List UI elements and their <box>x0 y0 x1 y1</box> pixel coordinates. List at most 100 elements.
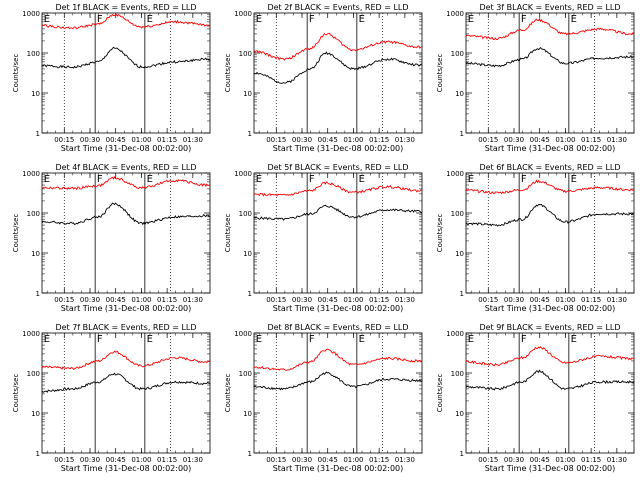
x-tick-label: 00:15 <box>266 136 286 144</box>
y-tick-label: 1 <box>248 290 252 298</box>
x-tick-label: 01:30 <box>395 296 415 304</box>
region-label: F <box>97 14 103 25</box>
x-tick-label: 01:15 <box>581 456 601 464</box>
y-tick-label: 1000 <box>446 10 464 18</box>
x-tick-label: 01:00 <box>555 136 575 144</box>
x-axis-label: Start Time (31-Dec-08 00:02:00) <box>273 304 404 313</box>
y-tick-label: 10 <box>31 410 40 418</box>
y-axis-label: Counts/sec <box>12 214 20 253</box>
y-axis-label: Counts/sec <box>436 374 444 413</box>
x-tick-label: 00:15 <box>478 456 498 464</box>
x-tick-label: 01:15 <box>581 296 601 304</box>
series-line-events <box>465 203 635 227</box>
panel-det-5: Det 5f BLACK = Events, RED = LLD E F E 1 10 10… <box>224 163 423 313</box>
region-label: E <box>359 334 365 345</box>
series-line-events <box>253 204 423 221</box>
y-tick-label: 1000 <box>446 330 464 338</box>
x-tick-label: 00:15 <box>478 136 498 144</box>
panel-det-6: Det 6f BLACK = Events, RED = LLD E F E 1 10 10… <box>436 163 635 313</box>
y-tick-label: 1000 <box>22 10 40 18</box>
x-tick-label: 01:00 <box>131 456 151 464</box>
x-tick-label: 01:00 <box>343 296 363 304</box>
region-label: F <box>97 174 103 185</box>
region-label: E <box>571 14 577 25</box>
x-tick-label: 01:30 <box>395 456 415 464</box>
panel-det-4: Det 4f BLACK = Events, RED = LLD E F E 1 10 10… <box>12 163 211 313</box>
y-axis-label: Counts/sec <box>224 54 232 93</box>
x-tick-label: 01:15 <box>369 296 389 304</box>
panel-title: Det 5f BLACK = Events, RED = LLD <box>267 163 408 172</box>
x-tick-label: 00:30 <box>504 136 524 144</box>
plot-frame <box>253 12 423 134</box>
y-axis-label: Counts/sec <box>436 214 444 253</box>
x-tick-label: 00:30 <box>292 296 312 304</box>
y-tick-label: 100 <box>451 370 464 378</box>
x-tick-label: 01:15 <box>581 136 601 144</box>
series-line-lld <box>42 13 211 30</box>
region-label: E <box>256 174 262 185</box>
plot-frame <box>253 172 423 294</box>
x-tick-label: 00:45 <box>318 136 338 144</box>
region-label: E <box>359 14 365 25</box>
y-tick-label: 1 <box>460 290 464 298</box>
panel-det-8: Det 8f BLACK = Events, RED = LLD E F E 1 10 10… <box>224 323 423 473</box>
x-axis-label: Start Time (31-Dec-08 00:02:00) <box>485 304 616 313</box>
region-label: E <box>44 174 50 185</box>
x-tick-label: 00:45 <box>530 296 550 304</box>
y-tick-label: 100 <box>239 210 252 218</box>
y-tick-label: 10 <box>243 90 252 98</box>
series-line-lld <box>465 179 635 195</box>
series-line-events <box>465 46 634 68</box>
x-tick-label: 00:30 <box>292 136 312 144</box>
region-label: E <box>44 334 50 345</box>
y-tick-label: 10 <box>31 90 40 98</box>
x-axis-label: Start Time (31-Dec-08 00:02:00) <box>61 144 192 153</box>
region-label: F <box>309 174 315 185</box>
plot-frame <box>465 332 635 454</box>
panel-title: Det 6f BLACK = Events, RED = LLD <box>479 163 620 172</box>
series-line-lld <box>253 348 423 371</box>
x-tick-label: 00:30 <box>504 296 524 304</box>
y-tick-label: 100 <box>451 210 464 218</box>
x-tick-label: 01:30 <box>395 136 415 144</box>
x-tick-label: 00:45 <box>318 296 338 304</box>
x-tick-label: 00:15 <box>54 456 74 464</box>
panel-title: Det 3f BLACK = Events, RED = LLD <box>479 3 620 12</box>
x-tick-label: 01:30 <box>607 296 627 304</box>
y-tick-label: 1 <box>36 290 40 298</box>
series-line-lld <box>465 17 635 41</box>
plot-frame <box>465 172 635 294</box>
region-label: F <box>97 334 103 345</box>
series-line-lld <box>41 175 211 191</box>
y-tick-label: 10 <box>455 410 464 418</box>
plot-frame <box>41 12 211 134</box>
x-axis-label: Start Time (31-Dec-08 00:02:00) <box>485 464 616 473</box>
y-tick-label: 100 <box>239 50 252 58</box>
y-axis-label: Counts/sec <box>12 374 20 413</box>
x-tick-label: 01:30 <box>607 456 627 464</box>
region-label: E <box>468 334 474 345</box>
x-tick-label: 00:45 <box>530 456 550 464</box>
region-label: E <box>468 174 474 185</box>
x-tick-label: 01:15 <box>157 456 177 464</box>
panel-title: Det 2f BLACK = Events, RED = LLD <box>267 3 408 12</box>
region-label: E <box>44 14 50 25</box>
x-tick-label: 01:00 <box>555 456 575 464</box>
region-label: E <box>256 334 262 345</box>
series-line-events <box>41 202 210 226</box>
series-line-events <box>253 371 423 391</box>
plot-frame <box>41 172 211 294</box>
panel-title: Det 9f BLACK = Events, RED = LLD <box>479 323 620 332</box>
region-label: E <box>571 174 577 185</box>
y-tick-label: 100 <box>27 50 40 58</box>
y-tick-label: 10 <box>243 250 252 258</box>
y-tick-label: 1000 <box>234 10 252 18</box>
y-tick-label: 1000 <box>234 170 252 178</box>
x-tick-label: 00:45 <box>106 136 126 144</box>
region-label: F <box>521 174 527 185</box>
x-axis-label: Start Time (31-Dec-08 00:02:00) <box>273 464 404 473</box>
panel-det-1: Det 1f BLACK = Events, RED = LLD E F E 1 10 10… <box>12 3 211 153</box>
x-tick-label: 00:30 <box>80 136 100 144</box>
plot-frame <box>253 332 423 454</box>
panel-det-2: Det 2f BLACK = Events, RED = LLD E F E 1 10 10… <box>224 3 423 153</box>
